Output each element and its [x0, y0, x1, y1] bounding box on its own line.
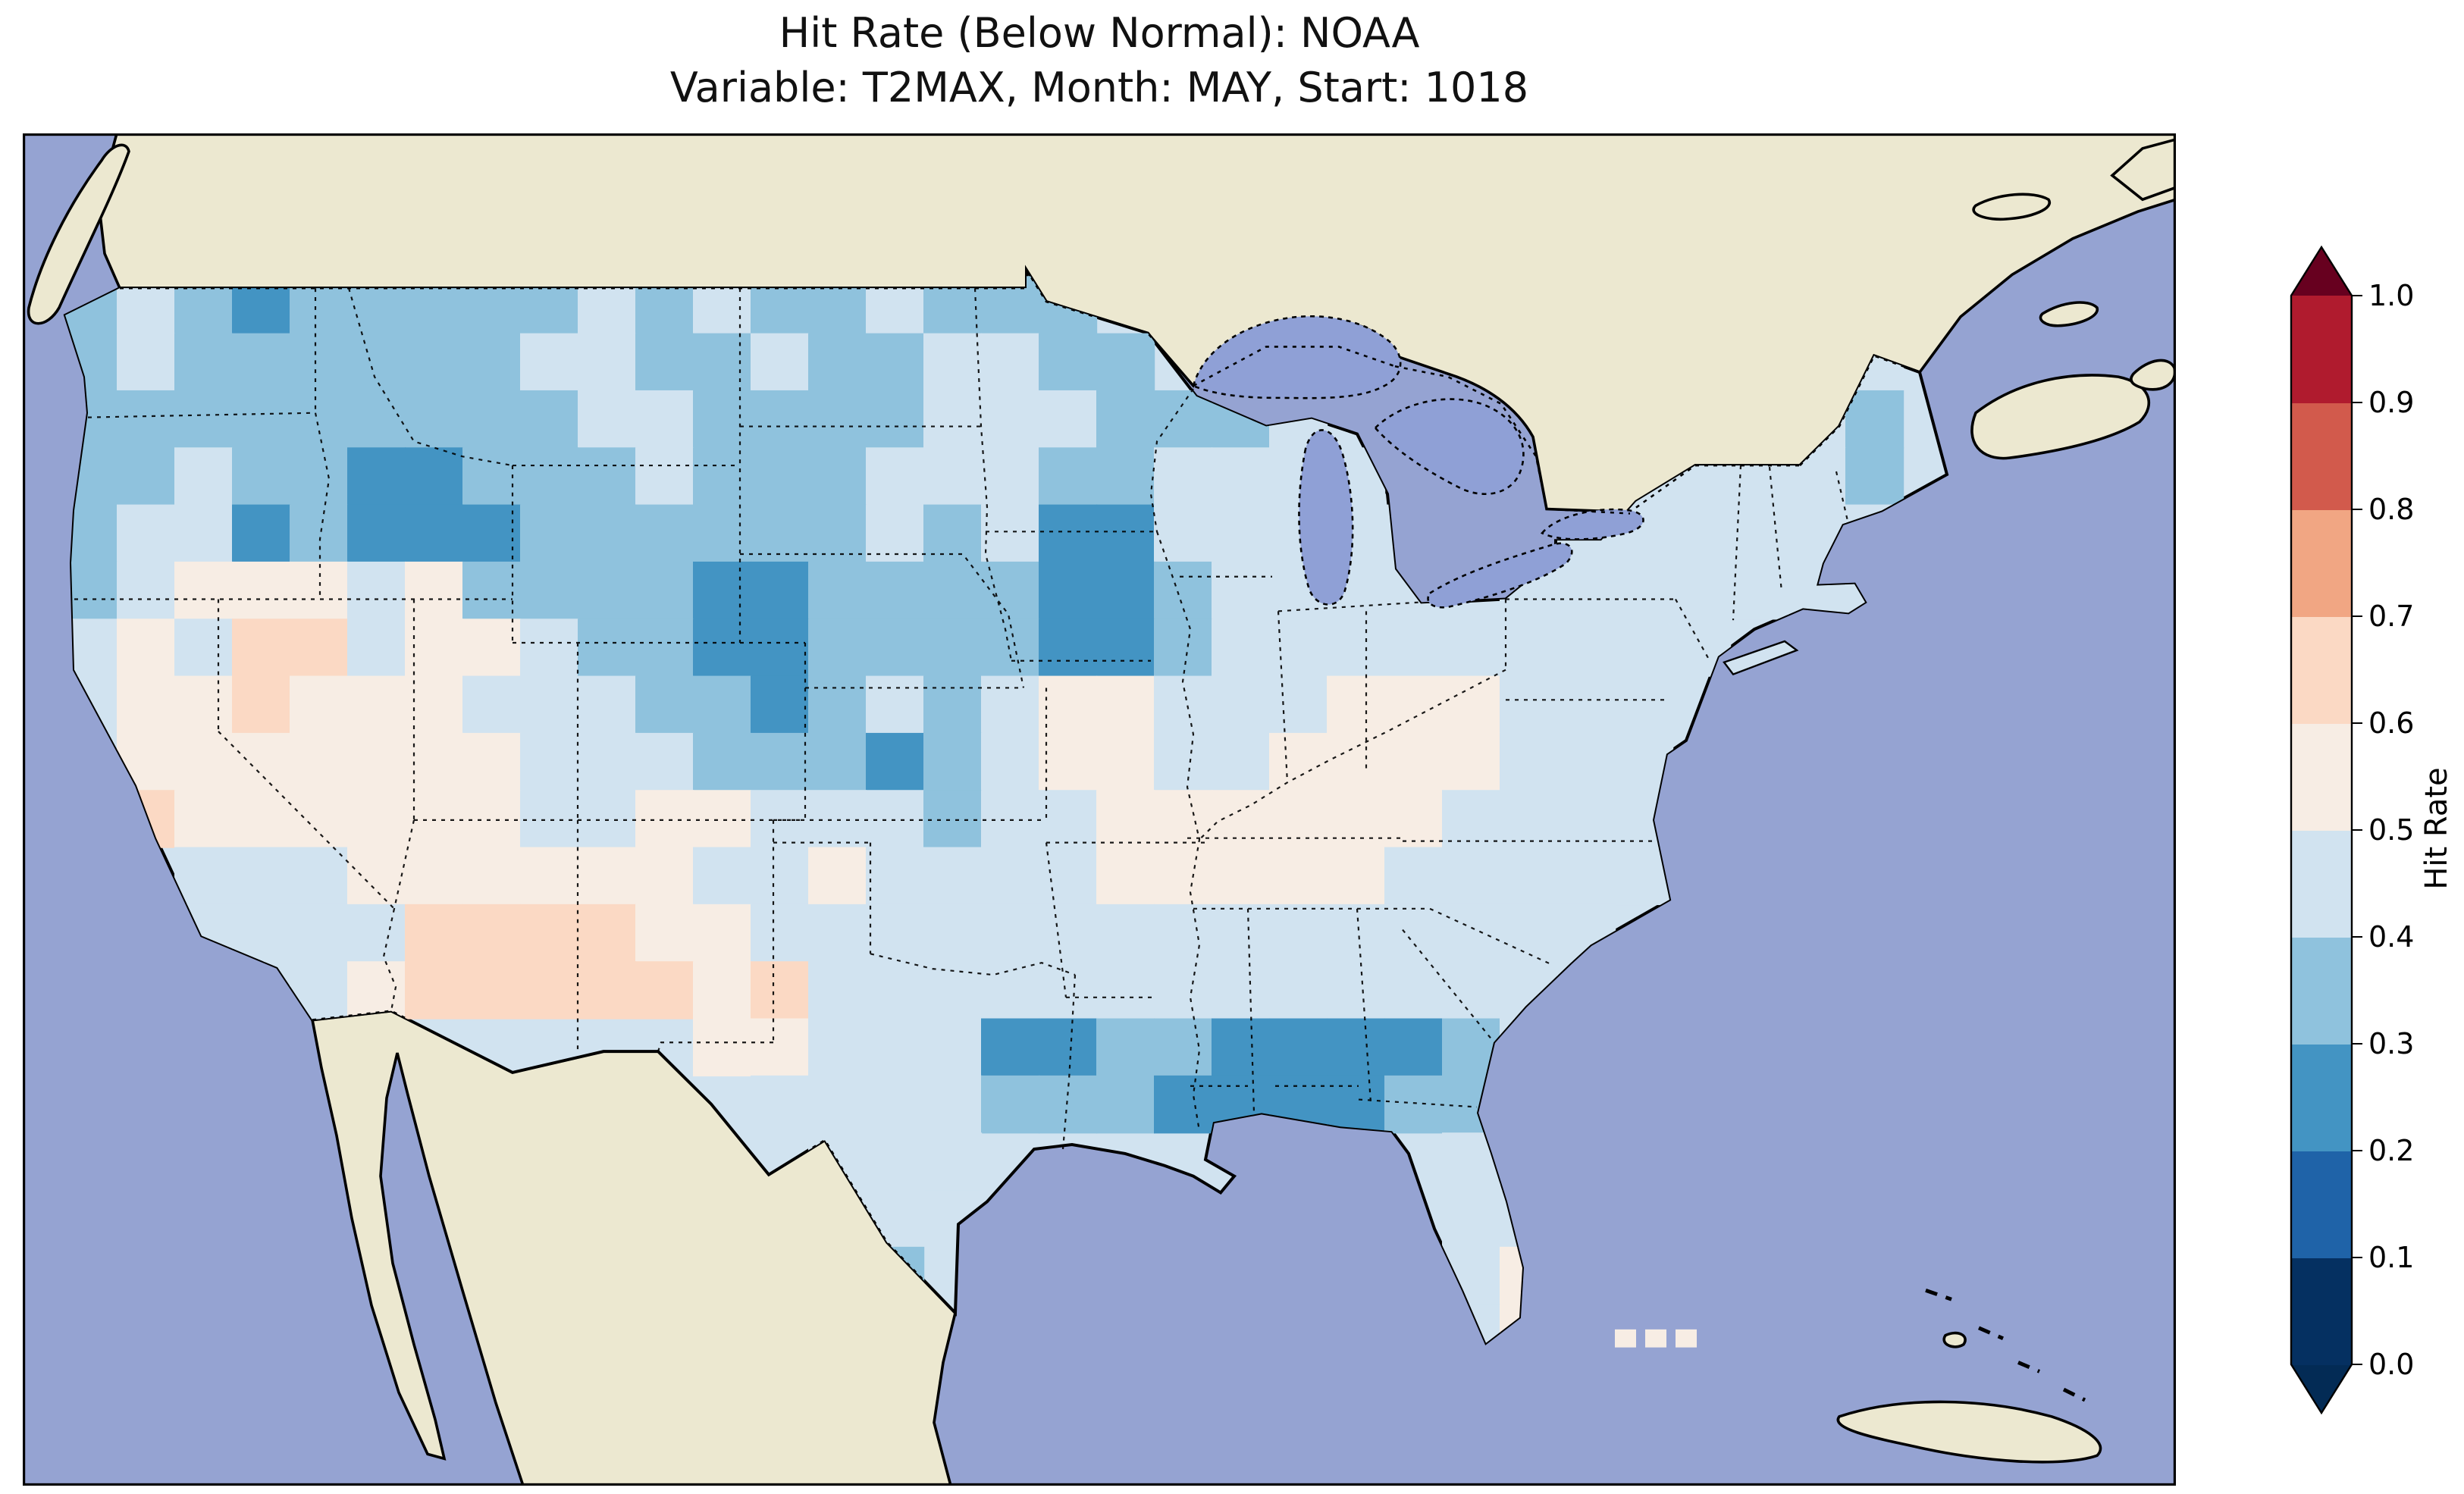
colorbar-tick-0.0: 0.0 [2368, 1348, 2415, 1381]
prince-edward-island [2039, 301, 2099, 327]
us-hit-rate-map [23, 133, 2176, 1486]
nova-scotia [1970, 374, 2151, 460]
lake-erie [1427, 542, 1573, 609]
hit-rate-grid-cells [65, 276, 1904, 1343]
colorbar [2290, 245, 2397, 1415]
figure-title-line1: Hit Rate (Below Normal): NOAA [779, 9, 1420, 57]
colorbar-tick-1.0: 1.0 [2368, 279, 2415, 312]
cuba [1836, 1400, 2102, 1464]
vancouver-island [27, 143, 130, 325]
lake-superior [1192, 315, 1402, 399]
colorbar-tick-0.1: 0.1 [2368, 1241, 2415, 1274]
lake-huron [1374, 398, 1525, 495]
great-lakes [1192, 315, 1644, 609]
islands [1723, 138, 2176, 1464]
figure-title-line2: Variable: T2MAX, Month: MAY, Start: 1018 [669, 64, 1529, 111]
long-island [1723, 640, 1799, 676]
colorbar-tick-0.7: 0.7 [2368, 600, 2415, 633]
colorbar-svg [2290, 245, 2362, 1415]
florida-keys-cells [1615, 1329, 1697, 1348]
colorbar-tick-0.9: 0.9 [2368, 386, 2415, 419]
colorbar-tick-0.3: 0.3 [2368, 1027, 2415, 1060]
colorbar-tick-0.2: 0.2 [2368, 1134, 2415, 1167]
colorbar-tick-0.5: 0.5 [2368, 813, 2415, 847]
lake-michigan [1298, 429, 1354, 606]
figure-title: Hit Rate (Below Normal): NOAA Variable: … [23, 6, 2176, 115]
colorbar-tick-0.8: 0.8 [2368, 493, 2415, 526]
newfoundland-corner [2110, 138, 2176, 202]
national-borders [120, 269, 1920, 1314]
bahamas-andros [1942, 1331, 1967, 1348]
map-frame [23, 133, 2176, 1486]
state-borders [74, 287, 1850, 1150]
colorbar-label: Hit Rate [2419, 767, 2454, 890]
lake-ontario [1540, 508, 1644, 540]
colorbar-tick-0.4: 0.4 [2368, 920, 2415, 954]
map-panel [23, 133, 2176, 1486]
colorbar-tick-0.6: 0.6 [2368, 706, 2415, 740]
anticosti-island [1972, 193, 2052, 221]
cape-breton-island [2130, 359, 2176, 391]
